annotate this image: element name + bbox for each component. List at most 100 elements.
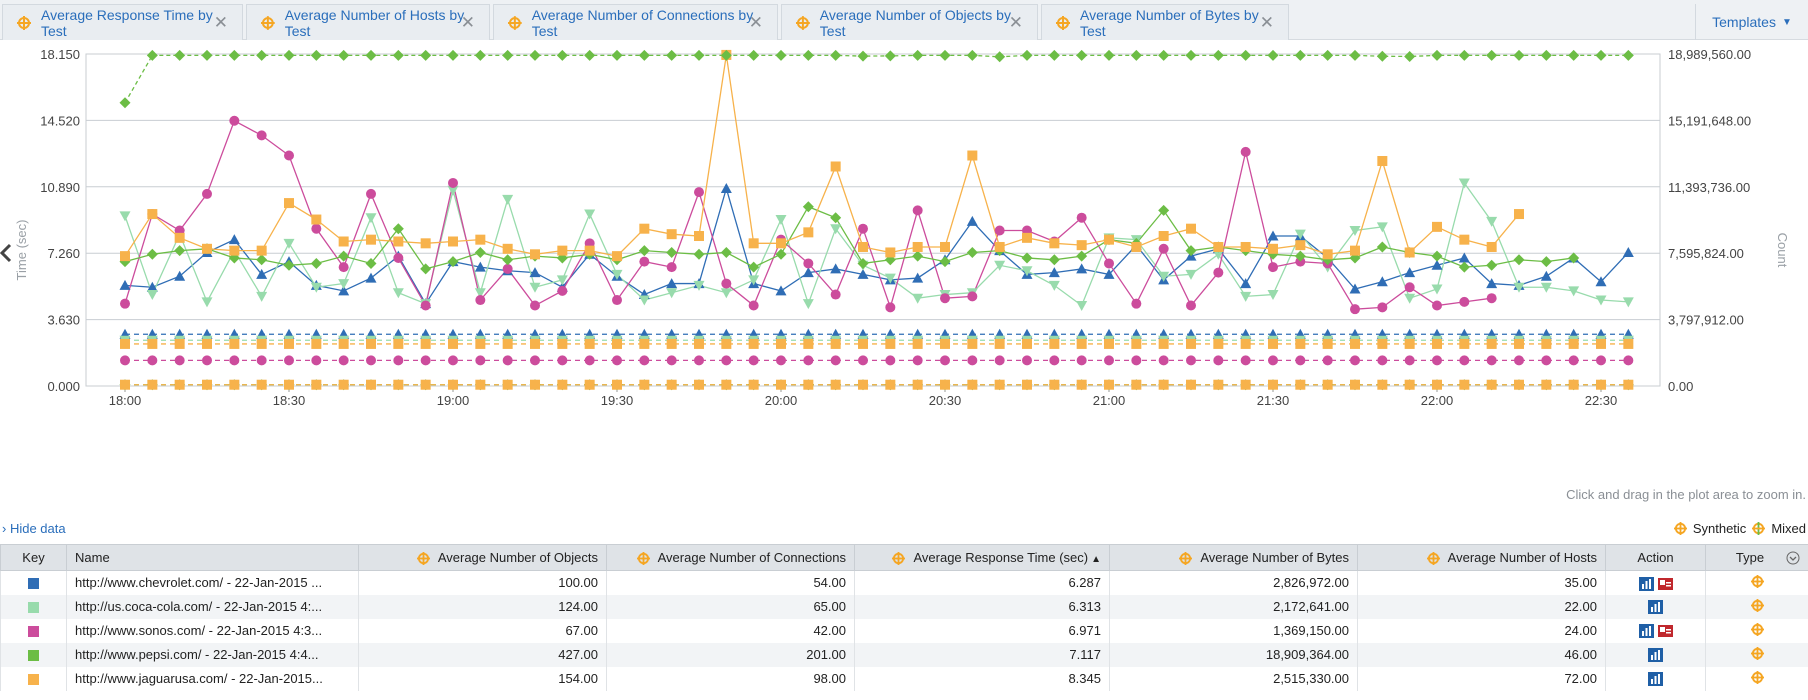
synthetic-icon [1750,622,1764,636]
data-point [885,379,896,390]
data-point [940,355,950,366]
view-chart-icon[interactable] [1648,648,1663,663]
bytes-cell: 2,515,330.00 [1109,666,1358,691]
name-cell[interactable]: http://www.chevrolet.com/ - 22-Jan-2015 … [66,570,359,595]
data-point [1514,379,1524,390]
data-point [1186,338,1196,349]
column-header-key[interactable]: Key [0,544,67,571]
column-menu-icon[interactable] [1786,551,1800,565]
data-point [1048,280,1060,291]
type-cell [1705,594,1808,619]
connections-cell: 42.00 [606,618,855,643]
data-point [448,177,458,188]
close-icon[interactable]: ✕ [1008,13,1023,32]
data-point [1432,379,1442,390]
connections-cell: 201.00 [606,642,855,667]
data-point [1432,355,1442,366]
data-point [393,252,404,263]
response-time-cell: 6.971 [854,618,1110,643]
data-point [474,49,486,61]
tab-average-hosts[interactable]: Average Number of Hosts by Test ✕ [246,4,490,40]
data-point [502,49,514,61]
collapse-chevron-icon[interactable] [0,243,12,263]
data-point [474,246,486,258]
response-time-cell: 8.345 [854,666,1110,691]
data-point [885,302,896,313]
data-point [1349,226,1361,237]
connections-cell: 65.00 [606,594,855,619]
tab-average-bytes[interactable]: Average Number of Bytes by Test ✕ [1041,4,1289,40]
data-point [694,187,704,198]
hosts-cell: 72.00 [1357,666,1606,691]
tab-average-response-time[interactable]: Average Response Time by Test ✕ [2,4,243,40]
data-point [748,238,759,249]
table-row[interactable]: http://us.coca-cola.com/ - 22-Jan-2015 4… [0,594,1808,619]
column-header-response-time[interactable]: Average Response Time (sec) ▲ [854,544,1110,571]
data-point [284,355,294,366]
table-row[interactable]: http://www.pepsi.com/ - 22-Jan-2015 4:4.… [0,642,1808,667]
data-point [1022,232,1032,243]
table-row[interactable]: http://www.chevrolet.com/ - 22-Jan-2015 … [0,570,1808,595]
data-point [966,215,978,226]
templates-dropdown[interactable]: Templates ▼ [1695,4,1808,40]
data-point [1268,355,1278,366]
name-cell[interactable]: http://www.sonos.com/ - 22-Jan-2015 4:3.… [66,618,359,643]
close-icon[interactable]: ✕ [460,13,475,32]
column-header-bytes[interactable]: Average Number of Bytes [1109,544,1358,571]
name-cell[interactable]: http://www.pepsi.com/ - 22-Jan-2015 4:4.… [66,642,359,667]
column-header-hosts[interactable]: Average Number of Hosts [1357,544,1606,571]
view-chart-icon[interactable] [1648,672,1663,687]
data-point [967,338,978,349]
data-point [1541,355,1552,366]
line-chart[interactable]: 0.000 0.00 3.630 3,797,912.00 7.260 7,595,824… [0,40,1808,480]
data-point [1623,355,1634,366]
view-chart-icon[interactable] [1638,624,1654,639]
table-row[interactable]: http://www.jaguarusa.com/ - 22-Jan-2015.… [0,666,1808,691]
data-point [666,288,678,299]
data-point [858,355,868,366]
data-point [1185,269,1197,280]
tab-average-connections[interactable]: Average Number of Connections by Test ✕ [493,4,778,40]
column-header-name[interactable]: Name [66,544,359,571]
data-point [1158,204,1170,216]
data-point [694,355,704,366]
synthetic-icon [1750,574,1764,588]
data-point [475,234,486,245]
data-point [1541,379,1552,390]
close-icon[interactable]: ✕ [748,13,763,32]
x-tick-label: 21:30 [1257,393,1290,408]
templates-label: Templates [1712,14,1776,30]
data-point [1459,338,1470,349]
close-icon[interactable]: ✕ [1259,13,1274,32]
name-cell[interactable]: http://www.jaguarusa.com/ - 22-Jan-2015.… [66,666,359,691]
objects-cell: 124.00 [358,594,607,619]
data-point [338,285,350,296]
column-header-label: Average Number of Connections [657,549,846,565]
column-header-type[interactable]: Type [1705,544,1808,571]
y-tick-label-right: 15,191,648.00 [1668,113,1751,128]
pdf-report-icon[interactable] [1657,577,1673,591]
data-point [1404,50,1416,62]
data-point [1158,338,1169,349]
column-header-connections[interactable]: Average Number of Connections [606,544,855,571]
close-icon[interactable]: ✕ [213,13,228,32]
data-point [283,259,295,271]
data-point [366,355,376,366]
column-header-objects[interactable]: Average Number of Objects [358,544,607,571]
data-point [1376,276,1388,287]
pdf-report-icon[interactable] [1657,624,1673,638]
view-chart-icon[interactable] [1648,600,1663,615]
hide-data-link[interactable]: › Hide data [2,521,66,536]
data-point [283,49,295,61]
table-row[interactable]: http://www.sonos.com/ - 22-Jan-2015 4:3.… [0,618,1808,643]
data-point [1268,262,1278,273]
name-cell[interactable]: http://us.coca-cola.com/ - 22-Jan-2015 4… [66,594,359,619]
data-point [1294,250,1306,262]
y-tick-label-right: 18,989,560.00 [1668,47,1751,62]
tab-average-objects[interactable]: Average Number of Objects by Test ✕ [781,4,1038,40]
data-point [1404,379,1415,390]
data-point [256,268,268,279]
data-point [147,338,158,349]
view-chart-icon[interactable] [1638,576,1654,591]
data-point [1158,271,1170,282]
